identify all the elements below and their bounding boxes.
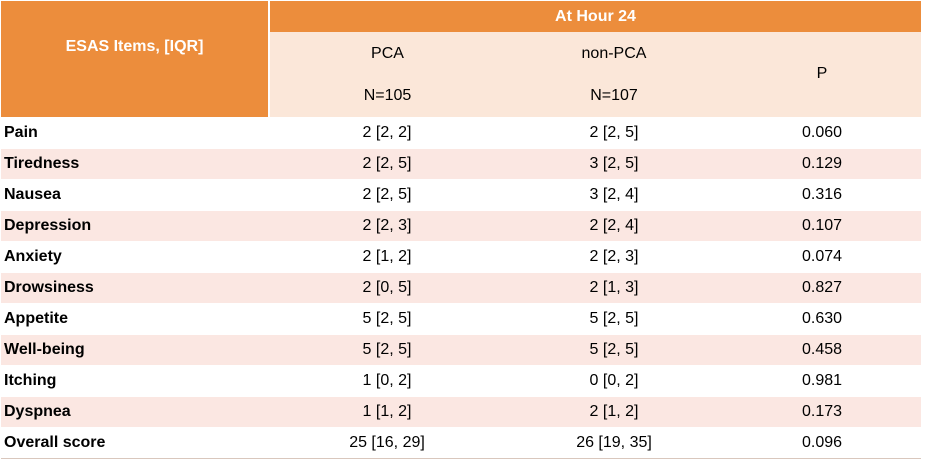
row-pca-value: 25 [16, 29] [269, 426, 505, 458]
row-p-value: 0.827 [723, 271, 922, 303]
column-n-nonpca: N=107 [505, 76, 723, 117]
column-n-pca: N=105 [268, 76, 505, 117]
row-nonpca-value: 5 [2, 5] [505, 333, 723, 365]
row-item: Drowsiness [1, 271, 269, 303]
row-item: Overall score [1, 426, 269, 458]
group-header: At Hour 24 [267, 1, 922, 32]
table-row: Drowsiness 2 [0, 5] 2 [1, 3] 0.827 [1, 271, 922, 303]
table-row: Well-being 5 [2, 5] 5 [2, 5] 0.458 [1, 333, 922, 365]
row-item: Nausea [1, 178, 269, 210]
row-nonpca-value: 2 [1, 3] [505, 271, 723, 303]
row-item: Itching [1, 364, 269, 396]
row-nonpca-value: 2 [2, 3] [505, 240, 723, 272]
table-row: Overall score 25 [16, 29] 26 [19, 35] 0.… [1, 426, 922, 458]
row-item: Appetite [1, 302, 269, 334]
row-pca-value: 1 [0, 2] [269, 364, 505, 396]
row-nonpca-value: 26 [19, 35] [505, 426, 723, 458]
table-row: Depression 2 [2, 3] 2 [2, 4] 0.107 [1, 209, 922, 241]
table-row: Nausea 2 [2, 5] 3 [2, 4] 0.316 [1, 178, 922, 210]
row-pca-value: 5 [2, 5] [269, 333, 505, 365]
row-item: Dyspnea [1, 395, 269, 427]
row-pca-value: 5 [2, 5] [269, 302, 505, 334]
table-row: Anxiety 2 [1, 2] 2 [2, 3] 0.074 [1, 240, 922, 272]
column-header-p: P [723, 32, 922, 117]
row-nonpca-value: 3 [2, 4] [505, 178, 723, 210]
row-nonpca-value: 0 [0, 2] [505, 364, 723, 396]
row-nonpca-value: 2 [2, 5] [505, 116, 723, 148]
row-p-value: 0.107 [723, 209, 922, 241]
row-item: Tiredness [1, 147, 269, 179]
row-nonpca-value: 2 [2, 4] [505, 209, 723, 241]
row-p-value: 0.129 [723, 147, 922, 179]
row-p-value: 0.458 [723, 333, 922, 365]
row-item: Anxiety [1, 240, 269, 272]
row-pca-value: 2 [2, 5] [269, 178, 505, 210]
row-item: Well-being [1, 333, 269, 365]
row-pca-value: 2 [0, 5] [269, 271, 505, 303]
row-p-value: 0.630 [723, 302, 922, 334]
row-p-value: 0.074 [723, 240, 922, 272]
table-row: Pain 2 [2, 2] 2 [2, 5] 0.060 [1, 116, 922, 148]
row-p-value: 0.316 [723, 178, 922, 210]
row-nonpca-value: 2 [1, 2] [505, 395, 723, 427]
table-row: Appetite 5 [2, 5] 5 [2, 5] 0.630 [1, 302, 922, 334]
row-item: Depression [1, 209, 269, 241]
row-nonpca-value: 3 [2, 5] [505, 147, 723, 179]
row-pca-value: 2 [1, 2] [269, 240, 505, 272]
table-row: Itching 1 [0, 2] 0 [0, 2] 0.981 [1, 364, 922, 396]
column-header-nonpca: non-PCA [505, 32, 723, 76]
row-nonpca-value: 5 [2, 5] [505, 302, 723, 334]
table-row: Tiredness 2 [2, 5] 3 [2, 5] 0.129 [1, 147, 922, 179]
row-p-value: 0.981 [723, 364, 922, 396]
table-row: Dyspnea 1 [1, 2] 2 [1, 2] 0.173 [1, 395, 922, 427]
row-pca-value: 2 [2, 5] [269, 147, 505, 179]
row-pca-value: 2 [2, 3] [269, 209, 505, 241]
column-header-pca: PCA [268, 32, 505, 76]
row-p-value: 0.173 [723, 395, 922, 427]
row-item: Pain [1, 116, 269, 148]
row-p-value: 0.060 [723, 116, 922, 148]
row-pca-value: 1 [1, 2] [269, 395, 505, 427]
row-p-value: 0.096 [723, 426, 922, 458]
row-pca-value: 2 [2, 2] [269, 116, 505, 148]
row-header-label: ESAS Items, [IQR] [1, 1, 269, 117]
